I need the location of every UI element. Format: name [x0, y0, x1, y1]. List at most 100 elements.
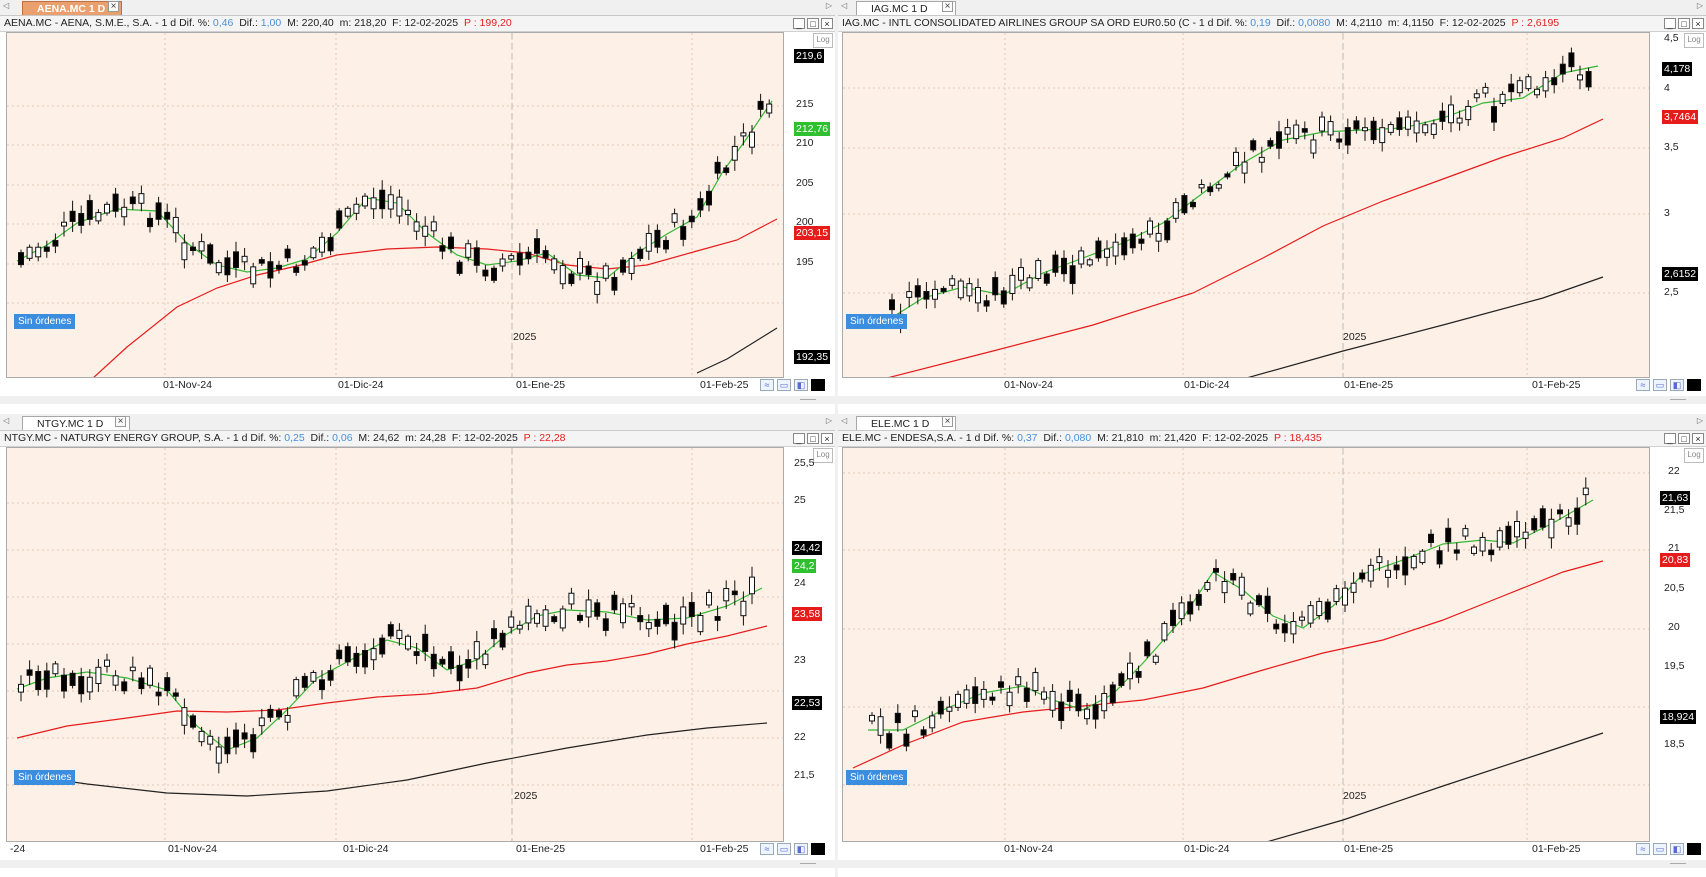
orders-badge[interactable]: Sin órdenes	[14, 770, 76, 785]
candle-body	[1534, 88, 1540, 96]
color-icon[interactable]	[1687, 843, 1701, 855]
candle-body	[18, 683, 24, 693]
candle-body	[95, 212, 102, 222]
candle-body	[723, 588, 730, 602]
tab-close-icon[interactable]: ×	[942, 1, 953, 12]
orders-badge[interactable]: Sin órdenes	[846, 770, 908, 785]
horizontal-scrollbar[interactable]	[838, 860, 1706, 868]
tab-iag[interactable]: IAG.MC 1 D	[856, 1, 956, 15]
y-tick: 200	[796, 216, 814, 228]
maximize-icon[interactable]: □	[807, 18, 819, 29]
candle-body	[155, 691, 162, 697]
save-icon[interactable]: ▭	[1653, 843, 1667, 855]
panel-icon[interactable]: ◧	[1670, 843, 1684, 855]
tab-aena[interactable]: AENA.MC 1 D	[22, 1, 122, 15]
close-icon[interactable]: ×	[821, 18, 833, 29]
ma-long-price-tag: 18,924	[1660, 710, 1697, 724]
log-scale-button[interactable]: Log	[813, 448, 833, 463]
candle-body	[1465, 105, 1472, 121]
scroll-grip[interactable]	[800, 863, 816, 864]
price-plot[interactable]: Sin órdenes 2025	[842, 447, 1650, 842]
orders-badge[interactable]: Sin órdenes	[14, 314, 76, 329]
candle-body	[482, 653, 489, 666]
tab-close-icon[interactable]: ×	[942, 416, 953, 427]
date-tick: 01-Dic-24	[338, 379, 384, 391]
candle-body	[1112, 241, 1119, 257]
close-icon[interactable]: ×	[1692, 433, 1704, 444]
horizontal-scrollbar[interactable]	[0, 860, 835, 868]
price-plot[interactable]: Sin órdenes 2025	[6, 32, 784, 378]
candle-body	[654, 229, 661, 248]
tab-ntgy[interactable]: NTGY.MC 1 D	[22, 416, 130, 430]
y-tick: 21,5	[794, 769, 815, 781]
log-scale-button[interactable]: Log	[1684, 33, 1704, 48]
candle-body	[766, 103, 773, 114]
candle-body	[456, 261, 463, 274]
candle-body	[983, 300, 990, 307]
wave-icon[interactable]: ≈	[760, 379, 774, 391]
candle-body	[1376, 556, 1383, 564]
candle-body	[1084, 708, 1090, 720]
candle-body	[1370, 120, 1377, 141]
tab-scroll-right-icon[interactable]: ▷	[825, 1, 832, 10]
orders-badge[interactable]: Sin órdenes	[846, 314, 908, 329]
horizontal-scrollbar[interactable]	[0, 396, 835, 404]
candle-body	[749, 576, 755, 595]
scroll-grip[interactable]	[800, 399, 816, 400]
candle-body	[1333, 588, 1340, 602]
maximize-icon[interactable]: □	[1678, 18, 1690, 29]
candle-body	[18, 252, 24, 266]
wave-icon[interactable]: ≈	[760, 843, 774, 855]
wave-icon[interactable]: ≈	[1636, 379, 1650, 391]
restore-icon[interactable]: _	[793, 433, 805, 444]
candles	[889, 47, 1592, 334]
price-plot[interactable]: Sin órdenes 2025	[842, 32, 1650, 378]
tab-scroll-right-icon[interactable]: ▷	[825, 416, 832, 425]
color-icon[interactable]	[811, 379, 825, 391]
ma-medium-price-tag: 20,83	[1660, 553, 1691, 567]
tab-close-icon[interactable]: ×	[115, 416, 126, 427]
tab-scroll-left-icon[interactable]: ◁	[3, 416, 10, 425]
tab-scroll-left-icon[interactable]: ◁	[841, 416, 848, 425]
maximize-icon[interactable]: □	[807, 433, 819, 444]
log-scale-button[interactable]: Log	[813, 33, 833, 48]
chart-toolbar: ≈ ▭ ◧	[760, 842, 825, 856]
y-tick: 25,5	[794, 457, 815, 469]
save-icon[interactable]: ▭	[1653, 379, 1667, 391]
tab-scroll-right-icon[interactable]: ▷	[1696, 1, 1703, 10]
tab-close-icon[interactable]: ×	[108, 1, 119, 12]
restore-icon[interactable]: _	[793, 18, 805, 29]
panel-icon[interactable]: ◧	[1670, 379, 1684, 391]
candle-body	[224, 257, 231, 276]
y-tick: 25	[794, 494, 806, 506]
close-icon[interactable]: ×	[821, 433, 833, 444]
price-axis: Log 4,5 4 3,5 3 2,5 4,178 3,7464 2,6152	[1650, 32, 1706, 378]
save-icon[interactable]: ▭	[777, 379, 791, 391]
scroll-grip[interactable]	[1670, 863, 1686, 864]
maximize-icon[interactable]: □	[1678, 433, 1690, 444]
save-icon[interactable]: ▭	[777, 843, 791, 855]
log-scale-button[interactable]: Log	[1684, 448, 1704, 463]
price-plot[interactable]: Sin órdenes 2025	[6, 447, 784, 842]
tab-ele[interactable]: ELE.MC 1 D	[856, 416, 956, 430]
color-icon[interactable]	[811, 843, 825, 855]
scroll-grip[interactable]	[1670, 399, 1686, 400]
tab-scroll-left-icon[interactable]: ◁	[3, 1, 10, 10]
candle-body	[1551, 77, 1558, 86]
panel-icon[interactable]: ◧	[794, 843, 808, 855]
tab-scroll-right-icon[interactable]: ▷	[1696, 416, 1703, 425]
candle-body	[1069, 265, 1076, 285]
tab-scroll-left-icon[interactable]: ◁	[841, 1, 848, 10]
candle-body	[1462, 528, 1469, 537]
panel-icon[interactable]: ◧	[794, 379, 808, 391]
candle-body	[26, 246, 33, 259]
price-axis: Log 25,5 25 24 23 22 21,5 24,42 24,2 23,…	[784, 447, 835, 842]
wave-icon[interactable]: ≈	[1636, 843, 1650, 855]
close-icon[interactable]: ×	[1692, 18, 1704, 29]
candle-body	[594, 602, 601, 617]
color-icon[interactable]	[1687, 379, 1701, 391]
horizontal-scrollbar[interactable]	[838, 396, 1706, 404]
restore-icon[interactable]: _	[1664, 433, 1676, 444]
candle-body	[1428, 533, 1434, 544]
restore-icon[interactable]: _	[1664, 18, 1676, 29]
